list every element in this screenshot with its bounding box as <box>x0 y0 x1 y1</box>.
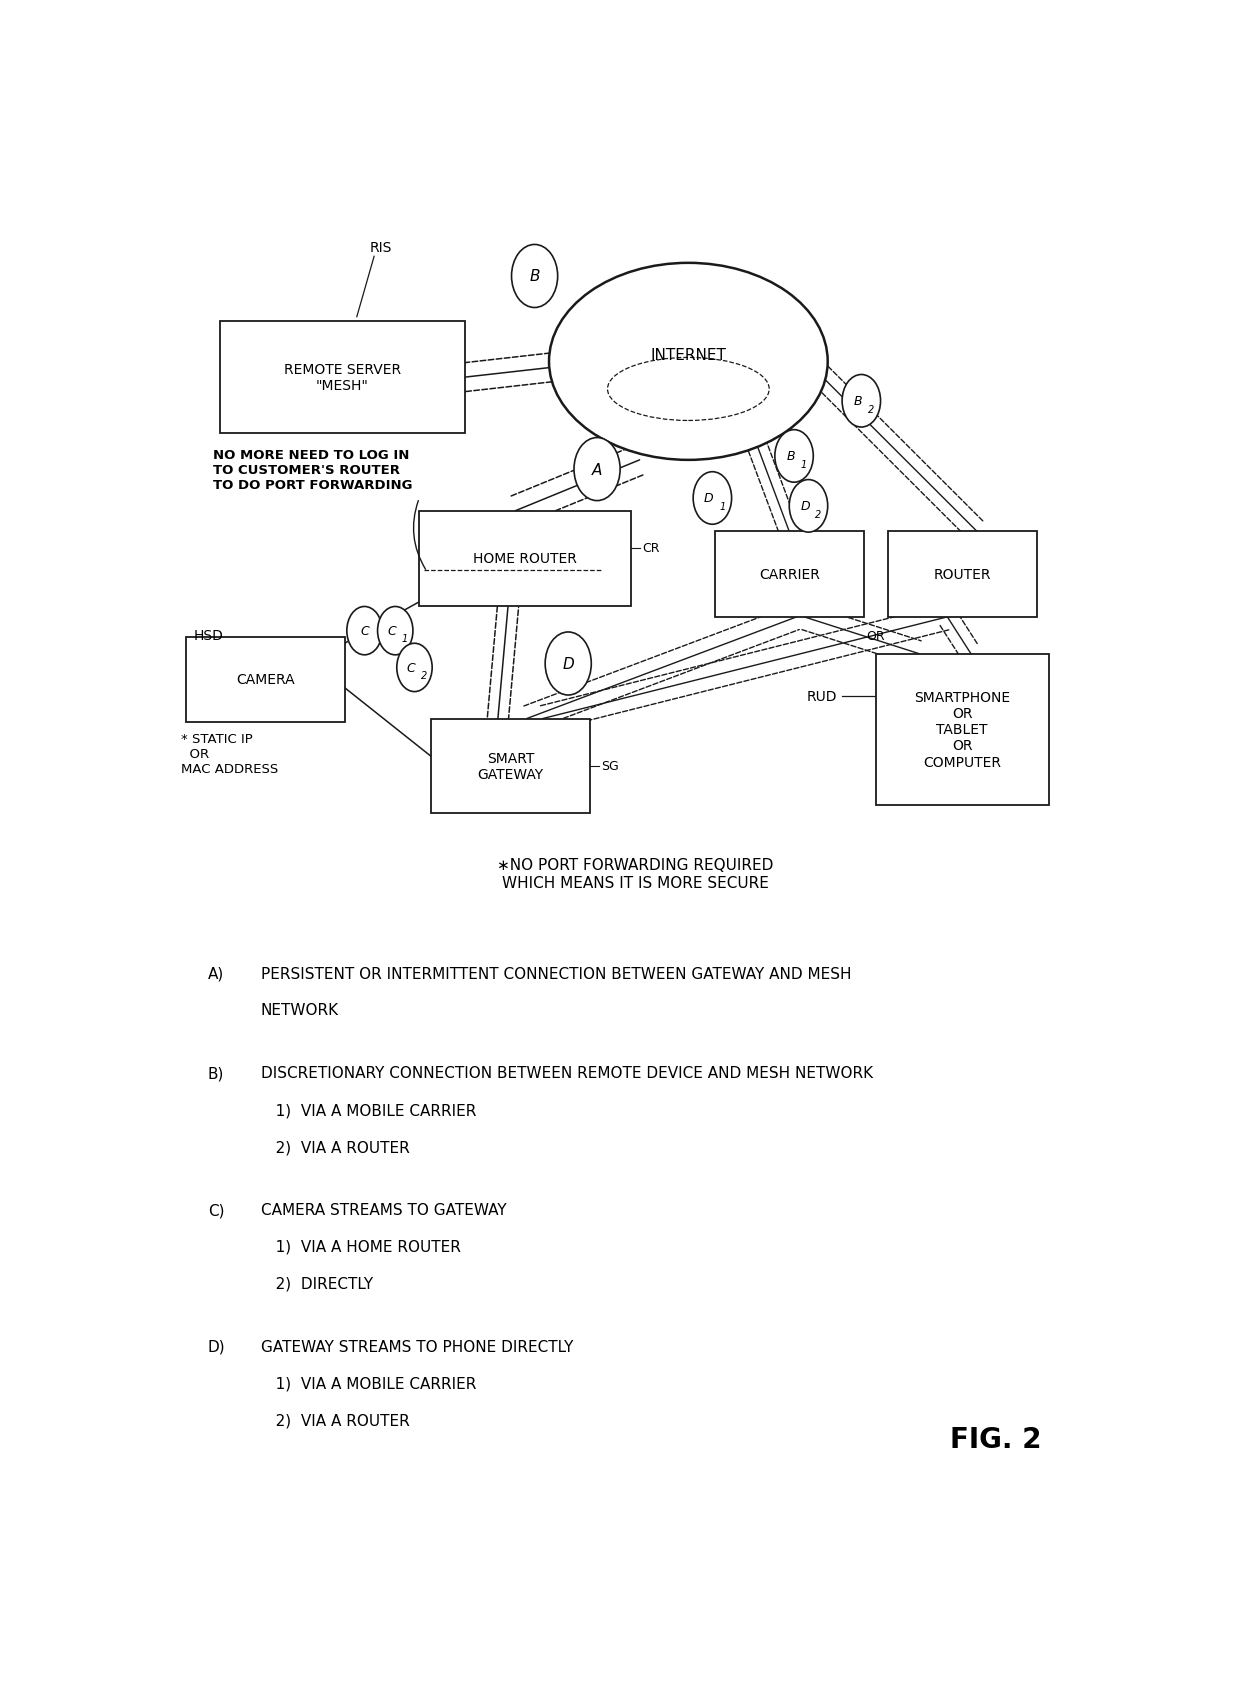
Text: RIS: RIS <box>370 240 392 254</box>
Bar <box>419 512 631 607</box>
Text: REMOTE SERVER
"MESH": REMOTE SERVER "MESH" <box>284 363 401 392</box>
Text: 2: 2 <box>420 670 427 680</box>
Text: 2: 2 <box>816 510 822 520</box>
Text: B: B <box>529 269 539 285</box>
Text: * STATIC IP
  OR
MAC ADDRESS: * STATIC IP OR MAC ADDRESS <box>181 733 279 776</box>
Text: NO MORE NEED TO LOG IN
TO CUSTOMER'S ROUTER
TO DO PORT FORWARDING: NO MORE NEED TO LOG IN TO CUSTOMER'S ROU… <box>213 448 412 491</box>
Bar <box>888 532 1037 617</box>
Circle shape <box>775 430 813 483</box>
Text: HOME ROUTER: HOME ROUTER <box>472 552 577 566</box>
Text: RUD: RUD <box>807 691 837 704</box>
Circle shape <box>789 481 828 532</box>
Circle shape <box>546 633 591 696</box>
Text: SG: SG <box>601 760 619 772</box>
Bar <box>432 720 590 813</box>
Text: SMART
GATEWAY: SMART GATEWAY <box>477 752 543 781</box>
Text: ∗NO PORT FORWARDING REQUIRED
WHICH MEANS IT IS MORE SECURE: ∗NO PORT FORWARDING REQUIRED WHICH MEANS… <box>497 858 774 890</box>
Bar <box>219 322 465 433</box>
Text: NETWORK: NETWORK <box>260 1003 339 1018</box>
Text: D): D) <box>208 1338 226 1354</box>
Text: CAMERA: CAMERA <box>236 673 295 687</box>
Text: 1)  VIA A HOME ROUTER: 1) VIA A HOME ROUTER <box>260 1240 460 1255</box>
Text: CR: CR <box>642 542 660 556</box>
Ellipse shape <box>549 264 828 460</box>
Circle shape <box>377 607 413 655</box>
Text: 1)  VIA A MOBILE CARRIER: 1) VIA A MOBILE CARRIER <box>260 1103 476 1117</box>
Text: D: D <box>563 656 574 672</box>
Text: A): A) <box>208 967 224 980</box>
Text: 2: 2 <box>868 404 874 414</box>
Text: CAMERA STREAMS TO GATEWAY: CAMERA STREAMS TO GATEWAY <box>260 1202 506 1217</box>
Text: 1: 1 <box>801 460 807 469</box>
Text: C): C) <box>208 1202 224 1217</box>
Text: CARRIER: CARRIER <box>759 568 820 581</box>
Text: B): B) <box>208 1066 224 1081</box>
Text: 2)  VIA A ROUTER: 2) VIA A ROUTER <box>260 1139 409 1154</box>
Text: OR: OR <box>867 629 885 643</box>
Bar <box>186 638 345 723</box>
Text: D: D <box>704 493 714 505</box>
Text: A: A <box>591 462 603 477</box>
Text: DISCRETIONARY CONNECTION BETWEEN REMOTE DEVICE AND MESH NETWORK: DISCRETIONARY CONNECTION BETWEEN REMOTE … <box>260 1066 873 1081</box>
Circle shape <box>574 438 620 501</box>
Text: SMARTPHONE
OR
TABLET
OR
COMPUTER: SMARTPHONE OR TABLET OR COMPUTER <box>914 691 1011 769</box>
Text: 1)  VIA A MOBILE CARRIER: 1) VIA A MOBILE CARRIER <box>260 1376 476 1391</box>
Text: 2)  DIRECTLY: 2) DIRECTLY <box>260 1275 373 1291</box>
Circle shape <box>347 607 382 655</box>
Text: 1: 1 <box>719 501 725 512</box>
Text: C: C <box>407 662 415 675</box>
Circle shape <box>512 246 558 309</box>
Text: 2)  VIA A ROUTER: 2) VIA A ROUTER <box>260 1412 409 1427</box>
Text: INTERNET: INTERNET <box>651 348 727 363</box>
Text: 1: 1 <box>402 634 408 643</box>
Text: GATEWAY STREAMS TO PHONE DIRECTLY: GATEWAY STREAMS TO PHONE DIRECTLY <box>260 1338 573 1354</box>
Text: C: C <box>388 624 397 638</box>
Text: C: C <box>360 624 368 638</box>
Text: HSD: HSD <box>193 627 223 643</box>
Text: D: D <box>800 500 810 513</box>
Circle shape <box>397 644 433 692</box>
Text: B: B <box>786 450 795 464</box>
Circle shape <box>693 472 732 525</box>
Bar <box>875 655 1049 805</box>
Text: ROUTER: ROUTER <box>934 568 991 581</box>
Bar <box>714 532 864 617</box>
Circle shape <box>842 375 880 428</box>
Text: PERSISTENT OR INTERMITTENT CONNECTION BETWEEN GATEWAY AND MESH: PERSISTENT OR INTERMITTENT CONNECTION BE… <box>260 967 851 980</box>
Text: FIG. 2: FIG. 2 <box>950 1425 1042 1453</box>
Text: B: B <box>853 396 862 407</box>
